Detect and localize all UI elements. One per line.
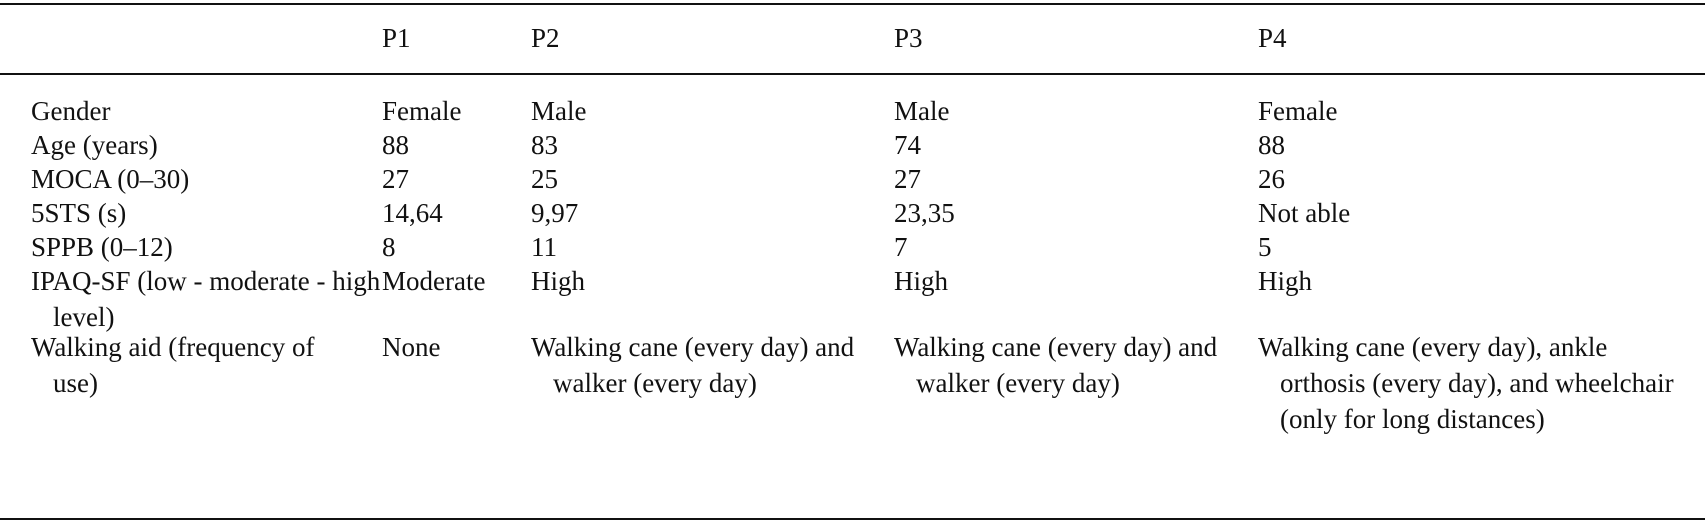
row-label-sppb: SPPB (0–12): [31, 232, 173, 262]
column-header-p2: P2: [531, 23, 560, 53]
table-cell: Female: [1258, 96, 1338, 126]
table-cell: 14,64: [382, 198, 443, 228]
table-header-rule: [0, 73, 1705, 75]
table-cell: 5: [1258, 232, 1272, 262]
table-cell: 25: [531, 164, 558, 194]
table-cell: Walking cane (every day) and walker (eve…: [894, 332, 1218, 398]
table-cell: 27: [382, 164, 409, 194]
table-cell: 83: [531, 130, 558, 160]
row-label-ipaq-sf: IPAQ-SF (low - moderate - high level): [31, 266, 381, 332]
table-cell: Walking cane (every day) and walker (eve…: [531, 332, 855, 398]
table-cell: High: [1258, 266, 1312, 296]
table-cell: High: [894, 266, 948, 296]
table-cell: Moderate: [382, 266, 486, 296]
table-bottom-rule: [0, 518, 1705, 520]
row-label-moca: MOCA (0–30): [31, 164, 190, 194]
table-cell: 9,97: [531, 198, 579, 228]
table-cell: High: [531, 266, 585, 296]
table-cell: Male: [531, 96, 587, 126]
table-cell: Not able: [1258, 198, 1351, 228]
row-label-walking-aid: Walking aid (frequency of use): [31, 332, 315, 398]
table-cell: 23,35: [894, 198, 955, 228]
table-cell: 11: [531, 232, 557, 262]
table-cell: 8: [382, 232, 396, 262]
table-cell: 88: [1258, 130, 1285, 160]
row-label-gender: Gender: [31, 96, 111, 126]
row-label-5sts: 5STS (s): [31, 198, 127, 228]
table-cell: 27: [894, 164, 921, 194]
row-label-age: Age (years): [31, 130, 158, 160]
table-cell: Walking cane (every day), ankle orthosis…: [1258, 332, 1674, 434]
table-cell: Female: [382, 96, 462, 126]
table-top-rule: [0, 3, 1705, 5]
table-cell: 88: [382, 130, 409, 160]
table-cell: 26: [1258, 164, 1285, 194]
table-cell: 7: [894, 232, 908, 262]
column-header-p4: P4: [1258, 23, 1287, 53]
table-cell: 74: [894, 130, 921, 160]
column-header-p3: P3: [894, 23, 923, 53]
table-cell: Male: [894, 96, 950, 126]
table-cell: None: [382, 332, 441, 362]
column-header-p1: P1: [382, 23, 411, 53]
